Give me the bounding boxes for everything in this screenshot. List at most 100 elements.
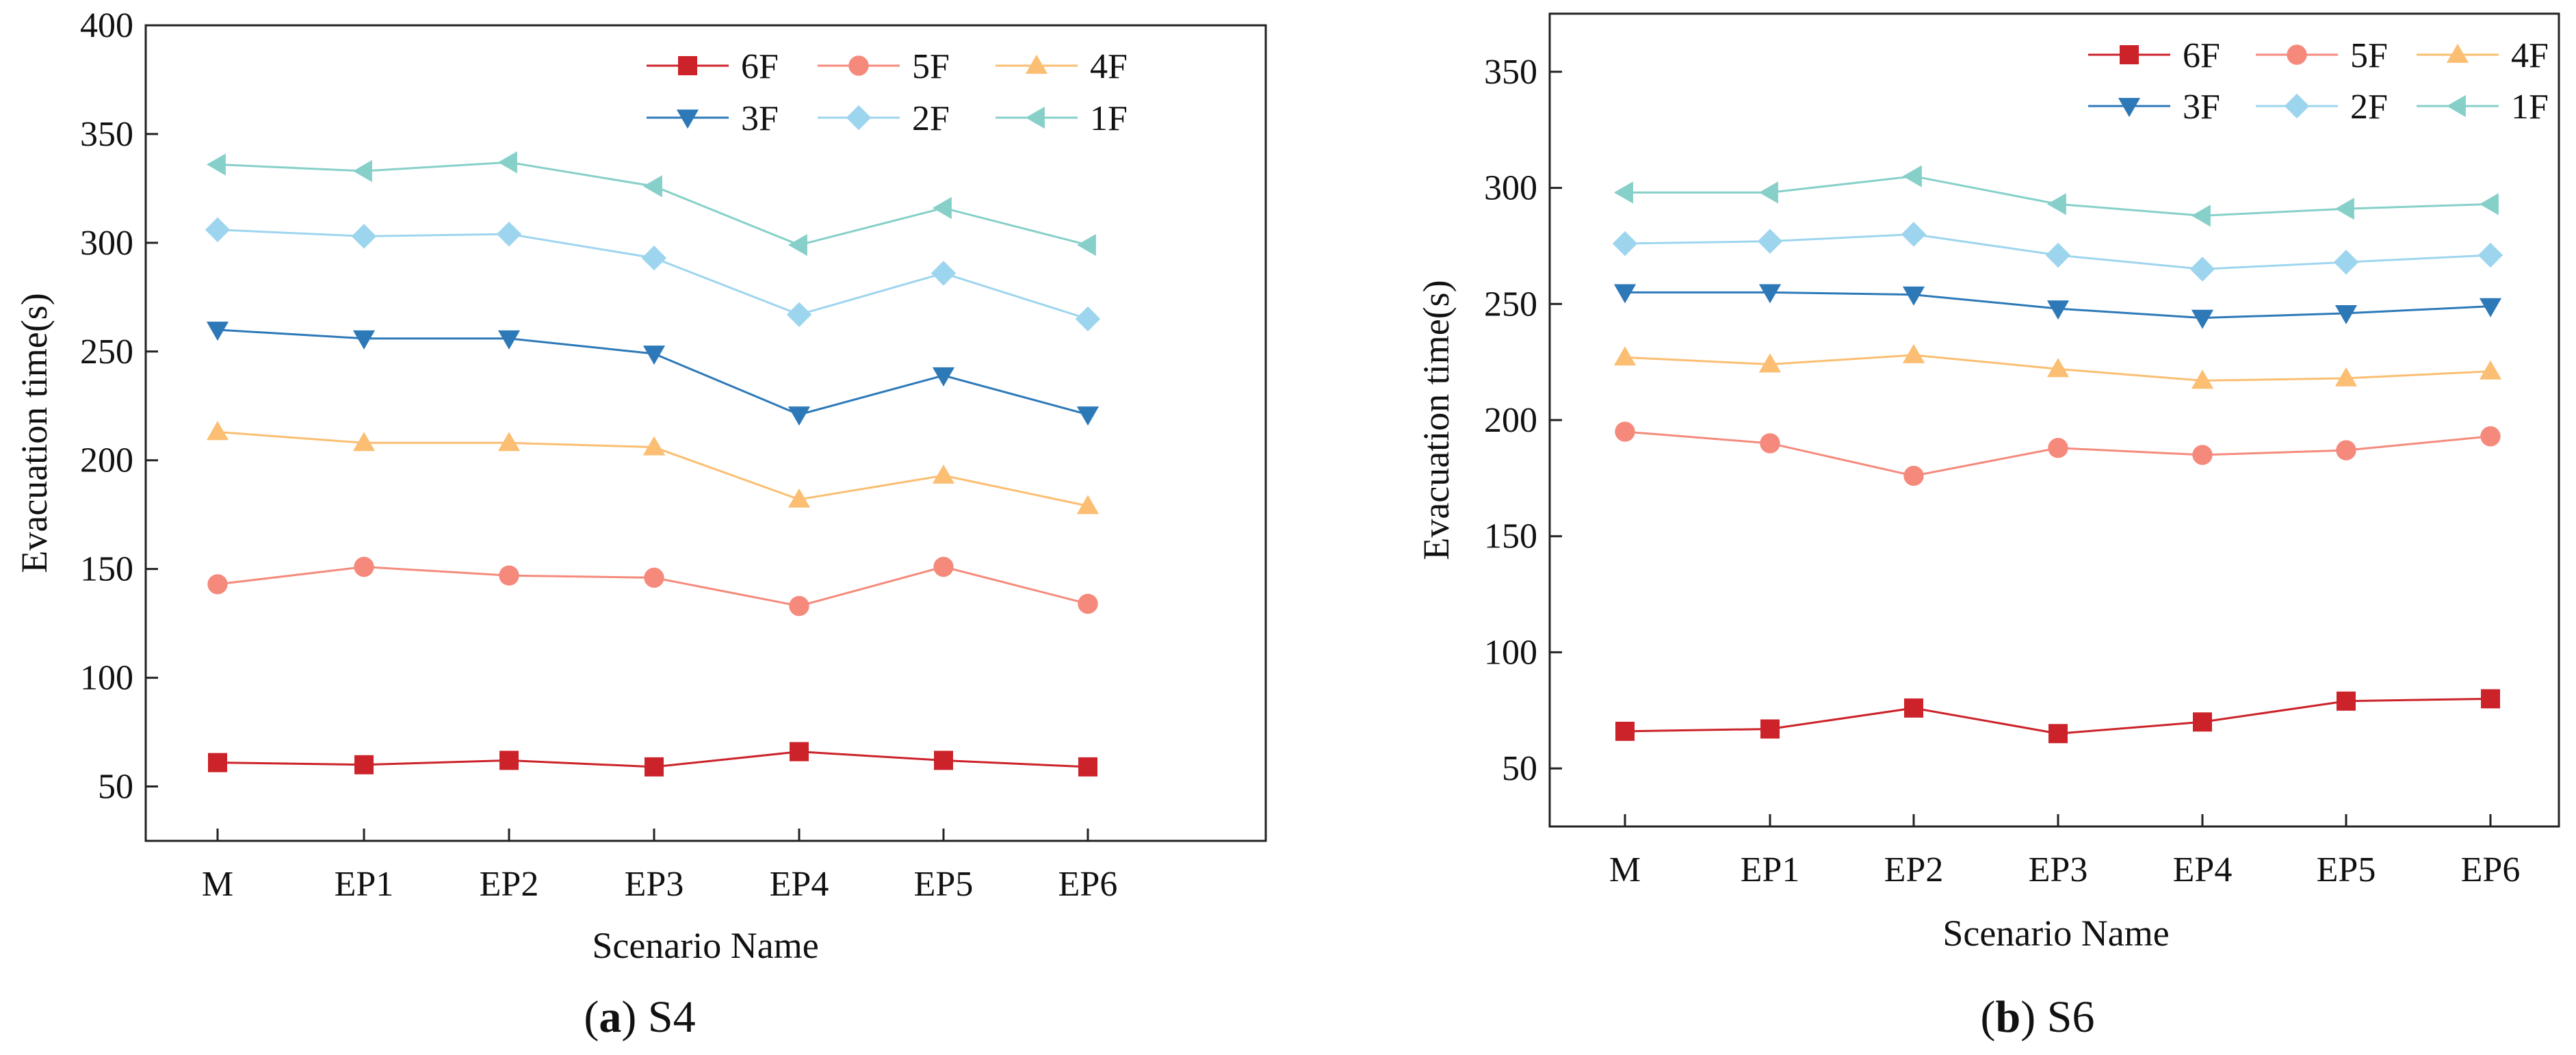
marks-b: 50 100 150 200 250 300 350 M EP1 EP2 EP3 EP4 EP5 EP6 [1484, 53, 2520, 889]
data-point-2F [1757, 229, 1783, 254]
data-point-3F [497, 330, 521, 350]
legend-marker-3F [676, 109, 699, 129]
data-point-4F [2334, 367, 2358, 387]
data-point-2F [205, 217, 231, 242]
data-point-4F [1902, 343, 1925, 363]
x-tick-label: EP1 [335, 865, 394, 904]
legend-a: 6F 5F 4F 3F 2F 1F [647, 47, 1128, 138]
data-point-2F [496, 221, 522, 247]
data-point-1F [1758, 181, 1778, 204]
data-point-1F [497, 151, 517, 174]
data-point-3F [352, 330, 376, 350]
data-point-6F [1615, 721, 1635, 741]
data-point-3F [788, 406, 811, 426]
legend-label-4F: 4F [1090, 47, 1128, 86]
data-point-1F [642, 175, 662, 198]
data-point-1F [1902, 165, 1922, 187]
data-point-4F [2191, 369, 2214, 389]
data-point-6F [1078, 757, 1097, 777]
data-point-5F [207, 574, 228, 595]
data-point-1F [206, 153, 226, 176]
y-tick-label: 350 [80, 115, 133, 154]
data-point-3F [2479, 298, 2502, 317]
y-tick-label: 150 [1484, 517, 1537, 556]
data-point-5F [644, 567, 664, 588]
legend-marker-6F [678, 56, 697, 75]
y-tick-label: 300 [80, 224, 133, 263]
legend-marker-1F [1025, 106, 1045, 129]
y-tick-label: 250 [80, 333, 133, 372]
legend-label-3F: 3F [2183, 88, 2220, 127]
data-point-4F [1758, 353, 1782, 373]
caption-b-text: S6 [2047, 992, 2095, 1042]
data-point-1F [1613, 181, 1633, 204]
legend-label-3F: 3F [741, 99, 779, 138]
x-tick-label: EP3 [625, 865, 684, 904]
data-point-6F [2481, 689, 2500, 709]
data-point-4F [2046, 358, 2070, 378]
data-point-6F [1904, 698, 1923, 718]
caption-b-letter: b [1996, 992, 2021, 1042]
y-tick-label: 150 [80, 550, 133, 589]
data-point-2F [2477, 242, 2503, 268]
data-point-5F [354, 556, 374, 577]
data-point-5F [2480, 426, 2501, 447]
legend-label-4F: 4F [2511, 36, 2549, 75]
data-point-2F [1612, 231, 1638, 257]
marks-a: 50 100 150 200 250 300 350 400 M EP1 EP2 EP3 EP4 EP5 E… [80, 6, 1117, 904]
data-point-3F [1613, 284, 1637, 304]
data-point-3F [1076, 406, 1100, 426]
legend-marker-5F [848, 55, 869, 76]
data-point-1F [2334, 198, 2354, 220]
legend-marker-4F [1025, 54, 1048, 74]
legend-marker-2F [2284, 93, 2310, 119]
data-point-6F [208, 753, 227, 772]
series-line-3F [217, 328, 1089, 416]
x-tick-label: M [202, 865, 233, 904]
legend-label-6F: 6F [2183, 36, 2220, 75]
legend-marker-1F [2446, 94, 2466, 118]
data-point-5F [1760, 433, 1780, 454]
caption-a-text: S4 [648, 992, 696, 1042]
plot-area-a [144, 24, 1267, 842]
y-tick-label: 300 [1484, 169, 1537, 208]
data-point-4F [642, 436, 666, 456]
data-point-5F [933, 556, 954, 577]
data-point-2F [1901, 222, 1927, 247]
y-tick-label: 200 [1484, 401, 1537, 440]
data-point-4F [206, 421, 229, 441]
x-tick-label: EP1 [1741, 850, 1800, 889]
data-point-1F [1076, 233, 1096, 257]
data-point-1F [788, 233, 807, 257]
data-point-3F [1758, 284, 1782, 304]
legend-label-2F: 2F [2350, 88, 2388, 127]
data-point-6F [354, 755, 374, 774]
data-point-2F [641, 245, 667, 271]
legend-marker-3F [2118, 98, 2141, 118]
caption-b: (b) S6 [1981, 992, 2095, 1042]
data-point-3F [206, 322, 229, 341]
chart-panel-a: Evacuation time(s) Scenario Name 50 100 15… [14, 6, 1267, 1042]
legend-b: 6F 5F 4F 3F 2F 1F [2088, 36, 2549, 127]
legend-label-1F: 1F [2511, 88, 2549, 127]
data-point-4F [352, 432, 376, 452]
data-point-3F [1902, 286, 1925, 306]
data-point-3F [642, 346, 666, 365]
data-point-4F [932, 464, 955, 484]
series-line-2F [217, 229, 1089, 320]
y-tick-label: 400 [80, 6, 133, 45]
data-point-4F [2479, 360, 2502, 380]
data-point-5F [2336, 440, 2356, 460]
x-tick-label: EP3 [2029, 850, 2088, 889]
data-point-3F [2334, 304, 2358, 324]
data-point-2F [2333, 249, 2359, 275]
legend-label-1F: 1F [1090, 99, 1128, 138]
data-point-1F [352, 159, 372, 183]
plot-area-b [1548, 12, 2560, 828]
data-point-4F [1076, 495, 1100, 515]
data-point-2F [2189, 257, 2215, 282]
data-point-2F [786, 302, 812, 327]
y-tick-label: 200 [80, 441, 133, 480]
data-point-6F [499, 751, 519, 770]
